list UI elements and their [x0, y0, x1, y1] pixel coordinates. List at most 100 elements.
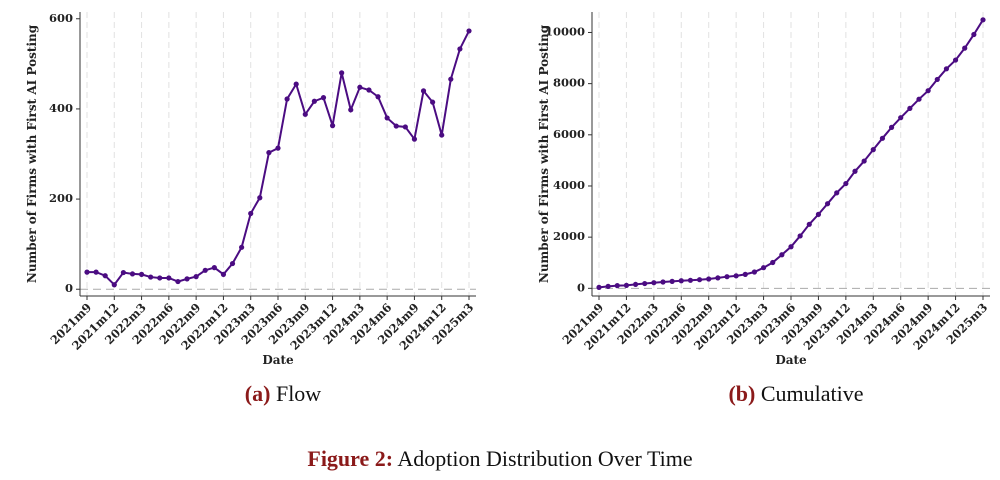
data-point [898, 115, 904, 121]
data-point [980, 17, 986, 23]
data-point [916, 96, 922, 102]
data-point [284, 96, 290, 102]
y-tick-label: 2000 [553, 229, 585, 243]
y-tick-label: 4000 [553, 178, 585, 192]
y-tick-label: 600 [49, 11, 73, 25]
data-point [430, 99, 436, 105]
y-tick-label: 8000 [553, 76, 585, 90]
data-point [184, 276, 190, 282]
data-point [742, 271, 748, 277]
data-point [166, 275, 172, 281]
data-point [779, 252, 785, 258]
data-point [834, 190, 840, 196]
data-point [302, 111, 308, 117]
data-point [448, 76, 454, 82]
data-point [229, 260, 236, 267]
subcaption: (a) Flow [245, 381, 322, 406]
data-point [138, 271, 145, 277]
data-point [193, 274, 199, 280]
data-point [952, 57, 959, 63]
data-point [696, 277, 703, 283]
y-tick-label: 200 [49, 191, 73, 205]
data-point [411, 136, 418, 142]
data-point [962, 45, 968, 51]
data-point [797, 233, 803, 239]
data-point [402, 124, 408, 130]
data-point [706, 276, 712, 282]
data-point [760, 265, 767, 271]
data-point [157, 275, 163, 281]
y-tick-label: 0 [65, 281, 73, 295]
data-point [311, 98, 317, 104]
data-point [806, 221, 812, 227]
data-point [320, 95, 327, 101]
data-point [843, 180, 849, 187]
y-tick-label: 10000 [545, 24, 585, 38]
subcaption-label: (a) [245, 381, 271, 406]
data-point [687, 277, 694, 283]
data-point [339, 70, 345, 76]
data-point [202, 267, 208, 273]
y-tick-label: 400 [49, 101, 73, 115]
data-point [943, 66, 950, 72]
y-tick-label: 6000 [553, 127, 585, 141]
data-point [275, 145, 281, 151]
subcaption-label: (b) [728, 381, 755, 406]
data-point [266, 150, 272, 156]
data-point [239, 244, 245, 250]
data-point [642, 280, 648, 287]
data-point [870, 147, 876, 153]
data-point [596, 284, 602, 290]
data-point [220, 271, 227, 277]
data-point [788, 244, 794, 250]
y-axis-title: Number of Firms with First AI Posting [25, 24, 39, 283]
data-point [824, 201, 831, 207]
y-tick-label: 0 [577, 280, 585, 294]
data-point [348, 107, 354, 113]
subcaption-text: Flow [276, 381, 321, 406]
data-point [102, 273, 108, 279]
data-point [724, 274, 730, 280]
data-point [120, 269, 126, 276]
figure-caption: Figure 2: Adoption Distribution Over Tim… [307, 446, 692, 471]
data-point [815, 211, 822, 217]
data-point [623, 282, 630, 288]
data-point [861, 158, 867, 164]
data-point [651, 280, 657, 286]
data-point [733, 273, 739, 279]
data-point [879, 135, 886, 141]
data-point [384, 115, 390, 121]
data-point [93, 269, 99, 275]
data-point [770, 259, 776, 266]
data-point [175, 278, 181, 285]
data-point [678, 278, 684, 284]
subcaption: (b) Cumulative [728, 381, 863, 406]
data-point [614, 283, 620, 289]
data-point [907, 105, 913, 112]
data-point [329, 123, 336, 129]
data-point [211, 265, 217, 271]
data-point [605, 283, 611, 289]
data-point [660, 279, 666, 285]
y-axis-title: Number of Firms with First AI Posting [537, 24, 551, 283]
data-point [129, 271, 136, 277]
data-point [934, 76, 940, 83]
data-point [420, 88, 427, 94]
data-point [715, 275, 721, 281]
figure-caption-text: Adoption Distribution Over Time [397, 446, 692, 471]
data-point [439, 132, 445, 138]
x-axis-title: Date [775, 353, 807, 367]
subcaption-text: Cumulative [761, 381, 864, 406]
data-point [357, 84, 363, 90]
data-point [669, 278, 675, 284]
figure-label: Figure 2: [307, 446, 393, 471]
data-point [148, 274, 154, 280]
data-point [393, 123, 399, 129]
data-point [257, 195, 263, 201]
data-point [466, 28, 472, 34]
data-point [751, 269, 758, 275]
data-point [111, 282, 117, 288]
data-point [248, 210, 254, 217]
data-point [375, 94, 381, 100]
